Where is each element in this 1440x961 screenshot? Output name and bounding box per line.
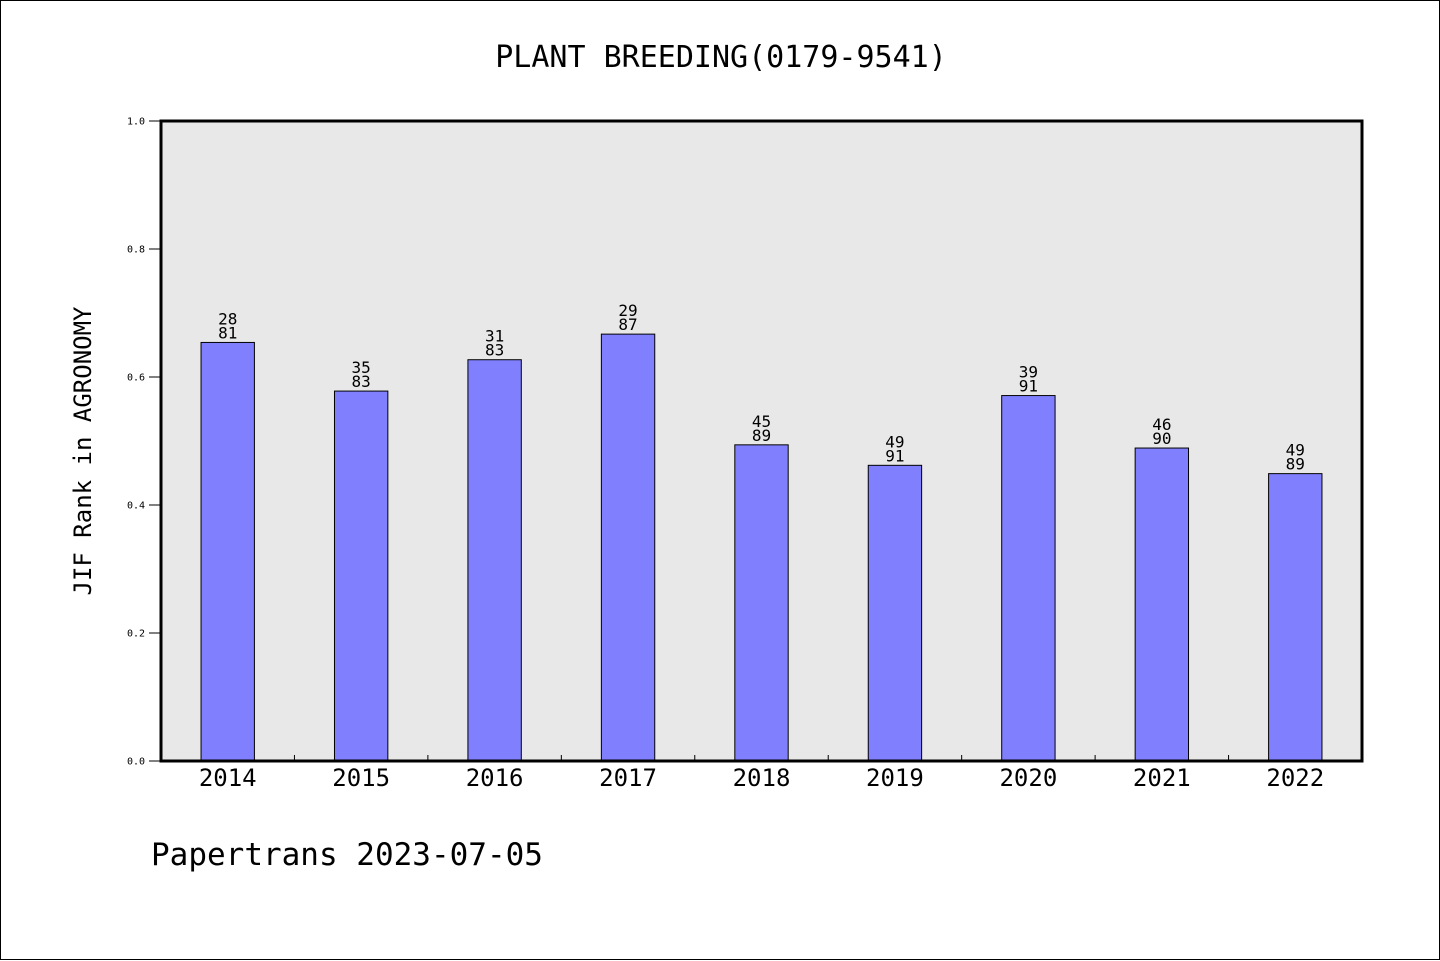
- chart-title: PLANT BREEDING(0179-9541): [495, 40, 947, 75]
- bar-2021: [1134, 447, 1190, 762]
- bar-label-rank: 28: [218, 309, 237, 328]
- bar-2015: [333, 390, 389, 762]
- bar-label-rank: 49: [1286, 441, 1305, 460]
- footer-text: Papertrans 2023-07-05: [151, 837, 543, 873]
- bar-label-total: 90: [1152, 429, 1171, 448]
- bar-2014: [200, 341, 255, 762]
- bar-2019: [867, 464, 923, 762]
- bar-label-total: 91: [1019, 377, 1038, 396]
- y-tick-label: 0.2: [127, 629, 145, 640]
- x-tick-label: 2018: [733, 764, 791, 792]
- x-tick-label: 2017: [599, 764, 657, 792]
- x-tick-label: 2015: [332, 764, 390, 792]
- plot-border: [159, 119, 1364, 763]
- y-tick-label: 0.8: [127, 245, 145, 256]
- bar-label-total: 83: [352, 372, 371, 391]
- x-tick-label: 2016: [466, 764, 524, 792]
- bar-2017: [600, 333, 656, 762]
- bar-label-rank: 35: [352, 358, 371, 377]
- bar-2022: [1268, 473, 1323, 762]
- bar-label-rank: 29: [618, 301, 637, 320]
- x-tick-label: 2020: [999, 764, 1057, 792]
- bar-label-total: 87: [618, 315, 637, 334]
- x-tick-label: 2019: [866, 764, 924, 792]
- y-tick-label: 0.6: [127, 373, 145, 384]
- bar-label-total: 81: [218, 323, 237, 342]
- bar-label-total: 89: [1286, 455, 1305, 474]
- bar-label-rank: 46: [1152, 415, 1171, 434]
- bar-label-rank: 39: [1019, 363, 1038, 382]
- y-tick-label: 0.0: [127, 757, 145, 768]
- bar-2016: [467, 359, 522, 762]
- bar-2018: [734, 444, 789, 762]
- bars: [200, 333, 1323, 762]
- bar-label-rank: 49: [885, 432, 904, 451]
- bar-label-total: 91: [885, 446, 904, 465]
- y-tick-label: 0.4: [127, 501, 145, 512]
- x-tick-label: 2022: [1266, 764, 1324, 792]
- x-tick-label: 2021: [1133, 764, 1191, 792]
- bar-label-rank: 31: [485, 327, 504, 346]
- x-axis: 2014 2015 2016 2017 2018 2019 2020 2021 2022: [199, 755, 1324, 792]
- bar-label-rank: 45: [752, 412, 771, 431]
- bar-label-total: 83: [485, 341, 504, 360]
- x-tick-label: 2014: [199, 764, 257, 792]
- y-axis-label: JIF Rank in AGRONOMY: [69, 306, 97, 596]
- y-axis: 0.0 0.2 0.4 0.6 0.8 1.0: [127, 117, 161, 768]
- bar-label-total: 89: [752, 426, 771, 445]
- bar-2020: [1001, 395, 1056, 762]
- y-tick-label: 1.0: [127, 117, 145, 128]
